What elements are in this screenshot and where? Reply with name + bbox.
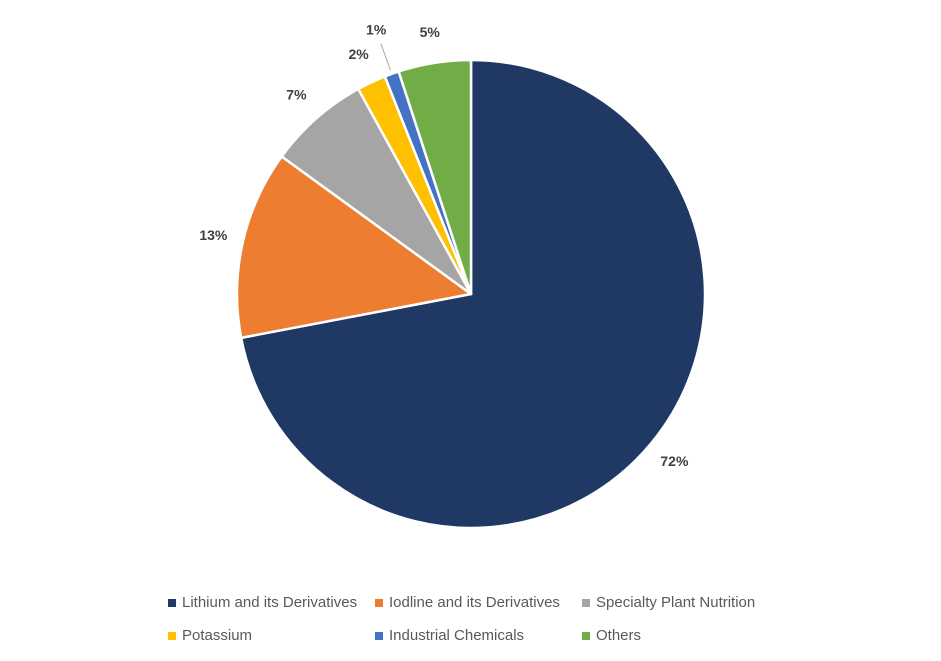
data-label-potassium: 2%	[348, 46, 369, 62]
pie-slice-lithium-and-its-derivatives	[239, 58, 707, 530]
data-labels: 72% 13% 7% 2% 1% 5%	[199, 21, 689, 469]
leader-lines	[380, 43, 391, 71]
data-label-specialty-plant-nutrition: 7%	[286, 87, 307, 103]
legend-label: Specialty Plant Nutrition	[596, 594, 756, 611]
legend-item-others: Others	[582, 627, 641, 644]
legend-swatch	[168, 631, 176, 640]
pie-slice-others	[397, 58, 473, 296]
legend-label: Industrial Chemicals	[389, 627, 525, 644]
legend-swatch	[582, 631, 590, 640]
legend-label: Others	[596, 627, 642, 644]
legend-item-industrial-chemicals: Industrial Chemicals	[375, 627, 524, 644]
legend-swatch	[375, 631, 383, 640]
data-label-iodline-and-its-derivatives: 13%	[199, 227, 228, 243]
legend-swatch	[375, 598, 383, 607]
legend-label: Potassium	[182, 627, 253, 644]
data-label-others: 5%	[420, 24, 441, 40]
legend-item-lithium: Lithium and its Derivatives	[168, 594, 357, 611]
pie-slices	[235, 58, 707, 530]
legend-item-iodline: Iodline and its Derivatives	[375, 594, 560, 611]
legend-label: Lithium and its Derivatives	[182, 594, 358, 611]
legend-item-potassium: Potassium	[168, 627, 252, 644]
legend-swatch	[582, 598, 590, 607]
pie-slice-specialty-plant-nutrition	[280, 87, 473, 296]
legend-swatch	[168, 598, 176, 607]
data-label-industrial-chemicals: 1%	[366, 21, 387, 37]
leader-line-industrial-chemicals	[380, 43, 391, 71]
pie-slice-iodline-and-its-derivatives	[235, 155, 473, 340]
pie-chart: 72% 13% 7% 2% 1% 5%	[199, 21, 707, 530]
legend-label: Iodline and its Derivatives	[389, 594, 560, 611]
data-label-lithium-and-its-derivatives: 72%	[660, 453, 689, 469]
legend-item-specialty-plant-nutrition: Specialty Plant Nutrition	[582, 594, 755, 611]
